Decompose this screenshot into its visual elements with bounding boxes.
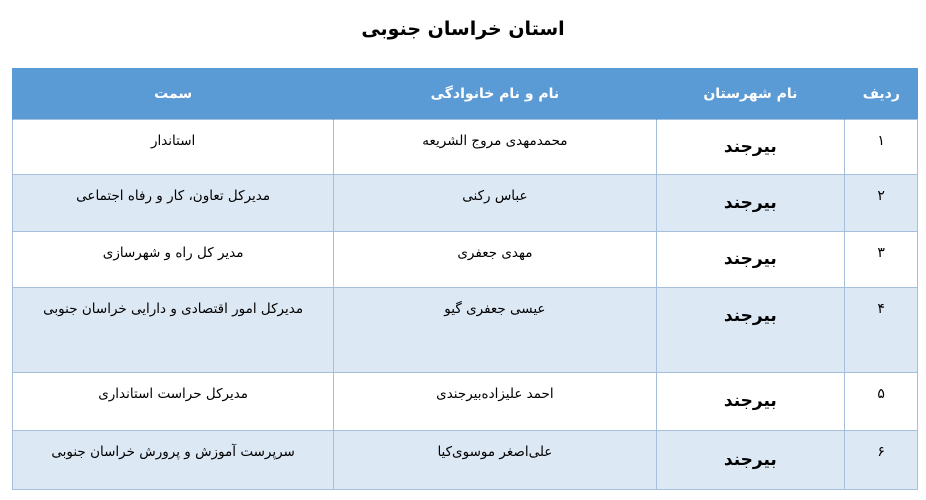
row-number: ۱	[844, 119, 918, 175]
header-city: نام شهرستان	[655, 68, 845, 120]
city-cell: بیرجند	[655, 231, 846, 288]
table-row: ۵ بیرجند احمد علیزاده‌بیرجندی مدیرکل حرا…	[11, 372, 918, 431]
position-cell: مدیر کل راه و شهرسازی	[11, 231, 335, 288]
position-cell: سرپرست آموزش و پرورش خراسان جنوبی	[11, 430, 335, 490]
name-cell: عباس رکنی	[333, 174, 657, 232]
position-cell: مدیرکل تعاون، کار و رفاه اجتماعی	[11, 174, 335, 232]
table-row: ۴ بیرجند عیسی جعفری گیو مدیرکل امور اقتص…	[11, 287, 918, 373]
header-name: نام و نام خانوادگی	[333, 68, 657, 120]
position-cell: استاندار	[11, 119, 335, 175]
officials-table: ردیف نام شهرستان نام و نام خانوادگی سمت …	[11, 68, 918, 490]
table-header-row: ردیف نام شهرستان نام و نام خانوادگی سمت	[11, 68, 918, 120]
city-cell: بیرجند	[655, 430, 846, 490]
name-cell: احمد علیزاده‌بیرجندی	[333, 372, 657, 431]
row-number: ۳	[844, 231, 918, 288]
name-cell: عیسی جعفری گیو	[333, 287, 657, 373]
table-row: ۳ بیرجند مهدی جعفری مدیر کل راه و شهرساز…	[11, 231, 918, 288]
table-row: ۲ بیرجند عباس رکنی مدیرکل تعاون، کار و ر…	[11, 174, 918, 232]
position-cell: مدیرکل امور اقتصادی و دارایی خراسان جنوب…	[11, 287, 335, 373]
row-number: ۲	[844, 174, 918, 232]
city-cell: بیرجند	[655, 174, 846, 232]
city-cell: بیرجند	[655, 372, 846, 431]
name-cell: محمدمهدی مروج الشریعه	[333, 119, 657, 175]
position-cell: مدیرکل حراست استانداری	[11, 372, 335, 431]
row-number: ۴	[844, 287, 918, 373]
header-row-number: ردیف	[844, 68, 918, 120]
row-number: ۶	[844, 430, 918, 490]
name-cell: علی‌اصغر موسوی‌کیا	[333, 430, 657, 490]
name-cell: مهدی جعفری	[333, 231, 657, 288]
city-cell: بیرجند	[655, 119, 846, 175]
table-row: ۶ بیرجند علی‌اصغر موسوی‌کیا سرپرست آموزش…	[11, 430, 918, 490]
city-cell: بیرجند	[655, 287, 846, 373]
table-row: ۱ بیرجند محمدمهدی مروج الشریعه استاندار	[11, 119, 918, 175]
page-title: استان خراسان جنوبی	[361, 18, 565, 40]
header-position: سمت	[11, 68, 334, 120]
row-number: ۵	[844, 372, 918, 431]
